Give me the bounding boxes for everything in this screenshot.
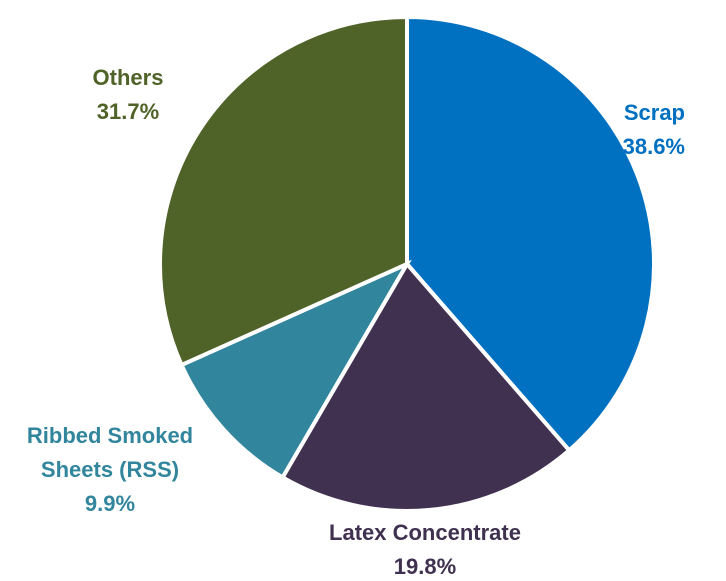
slice-label-ribbed-smoked-sheets-rss: Ribbed Smoked Sheets (RSS) 9.9% <box>27 423 193 516</box>
slice-category-label: Latex Concentrate <box>329 520 521 545</box>
slice-category-label: Ribbed Smoked <box>27 423 193 448</box>
pie-labels: Scrap 38.6% Latex Concentrate 19.8% Ribbed S… <box>27 65 685 579</box>
slice-value-label: 31.7% <box>97 99 159 124</box>
slice-label-others: Others 31.7% <box>93 65 164 124</box>
slice-value-label: 19.8% <box>394 554 456 579</box>
pie-slice-others <box>158 14 409 368</box>
slice-value-label: 38.6% <box>623 134 685 159</box>
slice-label-scrap: Scrap 38.6% <box>623 100 685 159</box>
slice-category-label: Others <box>93 65 164 90</box>
pie-slices <box>158 14 656 513</box>
slice-category-label: Sheets (RSS) <box>41 457 179 482</box>
pie-slice-scrap <box>405 14 656 454</box>
slice-label-latex-concentrate: Latex Concentrate 19.8% <box>329 520 521 579</box>
pie-slice-ribbed-smoked-sheets-rss <box>178 259 412 481</box>
slice-value-label: 9.9% <box>85 491 135 516</box>
pie-slice-latex-concentrate <box>279 260 573 513</box>
slice-category-label: Scrap <box>624 100 685 125</box>
